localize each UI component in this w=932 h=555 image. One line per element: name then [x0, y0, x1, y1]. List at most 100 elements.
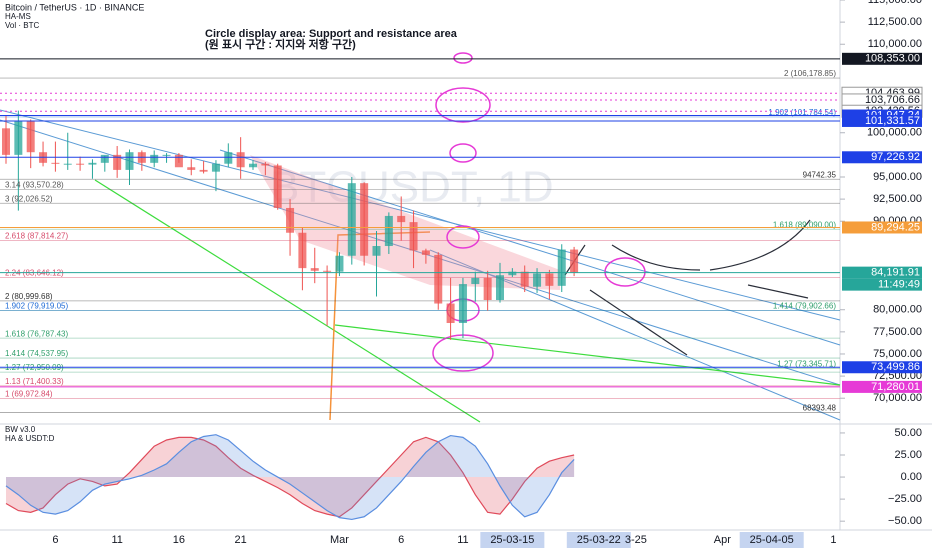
candle-body	[76, 163, 85, 165]
trend-lines	[0, 109, 841, 421]
candle-body	[533, 273, 542, 287]
level-label: 1.414 (74,537.95)	[5, 349, 68, 358]
price-badge-label: 101,331.57	[865, 115, 920, 127]
x-tick-label: 1	[830, 534, 836, 546]
y-tick-label: 92,500.00	[873, 193, 922, 205]
y-tick-label: 77,500.00	[873, 326, 922, 338]
countdown: 11:49:49	[878, 279, 920, 291]
candle-body	[88, 162, 97, 165]
candle-body	[545, 273, 554, 286]
y-tick-label: 115,000.00	[868, 0, 922, 6]
x-tick-label: 25-04-05	[750, 534, 794, 546]
y-tick-label: 112,500.00	[868, 16, 922, 28]
candle-body	[508, 271, 517, 276]
indicator: HA-MS	[5, 12, 31, 21]
x-tick-label: 16	[173, 534, 185, 546]
candle-body	[261, 163, 270, 166]
candle-body	[100, 154, 109, 163]
candle-body	[51, 162, 60, 164]
candle-body	[236, 152, 245, 168]
candle-body	[273, 165, 282, 208]
level-label: 2 (80,999.68)	[5, 292, 53, 301]
osc-line	[5, 436, 575, 518]
symbol: Bitcoin / TetherUS · 1D · BINANCE	[5, 2, 144, 12]
candle-body	[397, 215, 406, 223]
candle-body	[360, 183, 369, 256]
price-badge-label: 97,226.92	[871, 151, 920, 163]
y-tick-label: 75,000.00	[873, 348, 922, 360]
price-badge-label: 71,280.01	[871, 381, 920, 393]
candle-body	[471, 277, 480, 285]
candle-body	[458, 284, 467, 324]
candle-body	[187, 167, 196, 170]
y-tick-label: 95,000.00	[873, 171, 922, 183]
candle-body	[14, 121, 23, 155]
y-tick-label: 70,000.00	[873, 392, 922, 404]
candle-body	[286, 207, 295, 233]
plot	[0, 77, 840, 413]
candle-body	[434, 254, 443, 304]
osc-tick-label: 50.00	[894, 427, 922, 439]
arrows	[564, 219, 811, 356]
candle-body	[483, 277, 492, 300]
green-line	[94, 179, 481, 423]
x-badge	[739, 532, 804, 548]
osc-area	[6, 434, 575, 520]
y-tick-label: 80,000.00	[873, 304, 922, 316]
y-tick-label: 100,000.00	[867, 127, 922, 139]
candle-body	[249, 163, 257, 168]
candle-body	[63, 163, 72, 165]
candle-body	[174, 154, 183, 168]
x-tick-label: Mar	[330, 534, 349, 546]
candle-body	[298, 232, 307, 269]
price-badge	[842, 380, 922, 393]
osc-subtitle: HA & USDT:D	[5, 434, 55, 443]
level-label: 2.618 (87,814.27)	[5, 232, 68, 241]
level-label: 1.27 (73,345.71)	[777, 360, 836, 369]
shaded-zone	[250, 155, 560, 290]
x-tick-label: 21	[235, 534, 247, 546]
candle-body	[496, 275, 504, 300]
osc-tick-label: −25.00	[888, 493, 922, 505]
x-tick-label: 11	[111, 534, 122, 546]
x-tick-label: 6	[398, 534, 404, 546]
level-label: 2 (106,178.85)	[784, 69, 836, 78]
watermark: BTCUSDT, 1D	[270, 163, 554, 212]
x-tick-label: 6	[52, 534, 58, 546]
x-tick-label: 11	[457, 534, 468, 546]
price-badge	[842, 266, 922, 279]
candle-body	[162, 154, 171, 156]
candle-body	[557, 249, 566, 286]
level-label: 1.414 (79,902.66)	[773, 302, 836, 311]
candle-body	[335, 255, 344, 272]
level-label: 1.618 (89,090.00)	[773, 220, 836, 229]
candle-body	[570, 249, 579, 273]
level-label: 1.902 (79,919.05)	[5, 302, 68, 311]
x-badge	[480, 532, 545, 548]
price-badge-label: 108,353.00	[865, 53, 920, 65]
candle-body	[310, 268, 319, 271]
price-badge	[842, 221, 922, 234]
osc-tick-label: 0.00	[901, 471, 922, 483]
candle-body	[125, 152, 134, 170]
candle-body	[113, 154, 122, 170]
osc-tick-label: 25.00	[894, 449, 922, 461]
candle-body	[520, 271, 529, 287]
level-label: 1 (69,972.84)	[5, 390, 53, 399]
x-tick-label: 25-03-15	[490, 534, 534, 546]
candle-body	[224, 152, 233, 164]
chart-title: Circle display area: Support and resista…	[205, 28, 458, 40]
level-label: 1.902 (101,784.54)	[768, 108, 836, 117]
orange-line	[329, 231, 431, 421]
x-tick-label: Apr	[714, 534, 731, 546]
price-badge	[842, 52, 922, 65]
price-badge	[842, 151, 922, 164]
level-label: 68393.48	[803, 404, 837, 413]
price-badge-label: 103,706.66	[865, 94, 920, 106]
chart-subtitle: (원 표시 구간 : 지지와 저항 구간)	[205, 37, 356, 51]
countdown-badge	[842, 278, 922, 291]
candle-body	[421, 250, 430, 255]
level-label: 3.14 (93,570.28)	[5, 181, 64, 190]
osc-title: BW v3.0	[5, 425, 36, 434]
